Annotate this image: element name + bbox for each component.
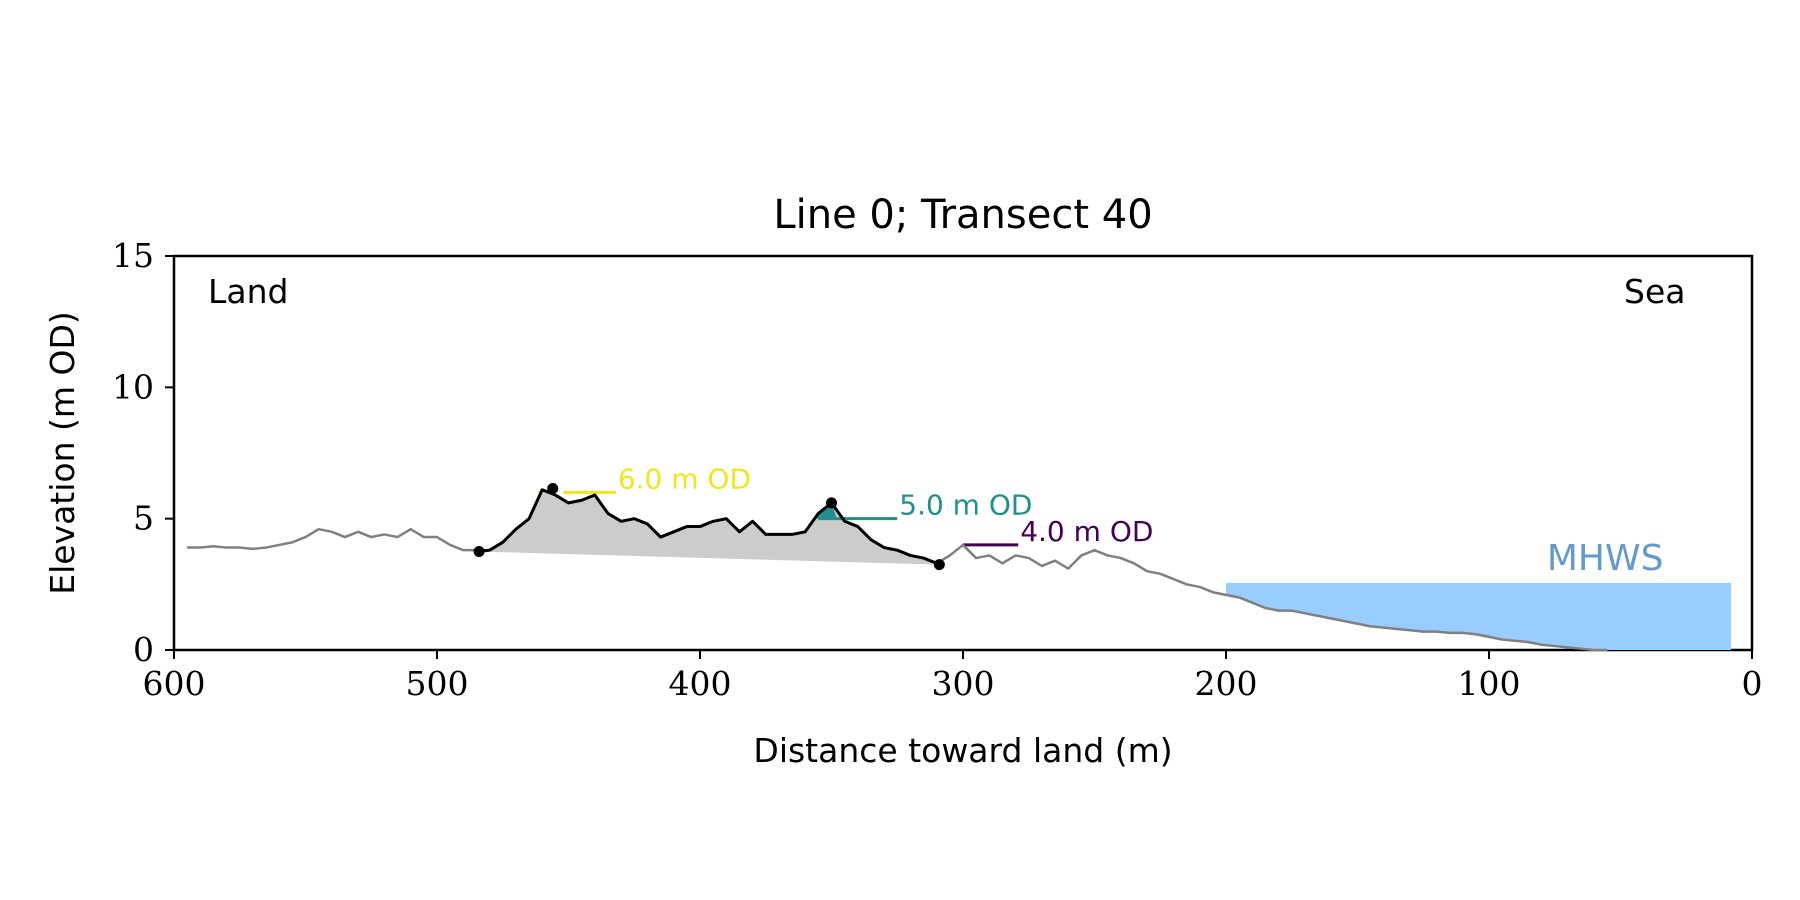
chart-title: Line 0; Transect 40 bbox=[773, 192, 1152, 238]
y-axis-label: Elevation (m OD) bbox=[43, 311, 82, 595]
dune-heel-point bbox=[933, 559, 945, 571]
dune-toe-point bbox=[473, 546, 485, 557]
fill-layer bbox=[479, 489, 1731, 650]
level-label-0: 6.0 m OD bbox=[618, 462, 751, 495]
sea-label: Sea bbox=[1624, 272, 1685, 311]
x-tick-label-500: 500 bbox=[406, 664, 469, 703]
x-tick-label-0: 0 bbox=[1742, 664, 1763, 703]
x-axis-label: Distance toward land (m) bbox=[753, 731, 1172, 770]
y-tick-label-5: 5 bbox=[133, 499, 154, 538]
dune-volume-area bbox=[479, 489, 940, 565]
x-tick-label-200: 200 bbox=[1195, 664, 1258, 703]
land-label: Land bbox=[208, 272, 288, 311]
x-tick-label-600: 600 bbox=[143, 664, 206, 703]
line-layer bbox=[187, 488, 1608, 652]
y-tick-label-15: 15 bbox=[112, 236, 154, 275]
level-label-1: 5.0 m OD bbox=[899, 489, 1032, 522]
dune-crest-point-0 bbox=[547, 482, 559, 494]
dune-crest-point-1 bbox=[826, 497, 837, 509]
x-tick-label-400: 400 bbox=[669, 664, 732, 703]
level-label-2: 4.0 m OD bbox=[1020, 515, 1153, 548]
marker-layer bbox=[473, 482, 945, 571]
tick-layer: 600 500 400 300 200 100 0 0 5 10 15 bbox=[112, 236, 1763, 703]
x-tick-label-300: 300 bbox=[932, 664, 995, 703]
annotation-layer: MHWS 6.0 m OD 5.0 m OD4.0 m OD bbox=[618, 462, 1664, 578]
x-tick-label-100: 100 bbox=[1458, 664, 1521, 703]
dune-section-line bbox=[478, 488, 941, 566]
y-tick-label-10: 10 bbox=[112, 367, 154, 406]
mhws-water-area bbox=[1226, 583, 1731, 650]
mhws-label: MHWS bbox=[1547, 538, 1664, 579]
y-tick-label-0: 0 bbox=[133, 630, 154, 669]
